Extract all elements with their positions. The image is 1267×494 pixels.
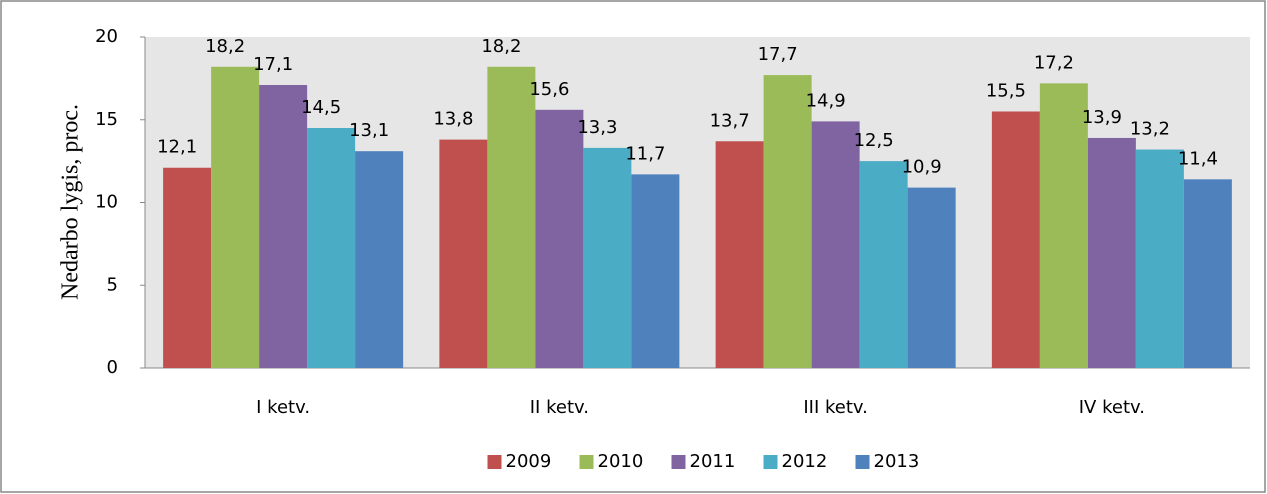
legend-label: 2009 xyxy=(506,451,552,472)
data-label: 17,2 xyxy=(1034,52,1074,73)
y-tick-label: 10 xyxy=(95,192,118,213)
data-label: 13,3 xyxy=(577,117,617,138)
bar xyxy=(1087,137,1136,368)
data-label: 11,7 xyxy=(625,143,665,164)
x-tick-label: II ketv. xyxy=(530,397,589,418)
y-tick-label: 15 xyxy=(95,109,118,130)
data-label: 12,5 xyxy=(854,130,894,151)
data-label: 14,5 xyxy=(301,97,341,118)
bar xyxy=(859,161,908,368)
bar xyxy=(1135,149,1184,368)
data-label: 13,1 xyxy=(349,120,389,141)
bar xyxy=(631,174,680,368)
bar xyxy=(163,167,212,368)
bar xyxy=(811,121,860,368)
x-tick-label: III ketv. xyxy=(803,397,868,418)
data-label: 13,9 xyxy=(1082,107,1122,128)
legend-swatch xyxy=(487,455,502,469)
data-label: 15,5 xyxy=(986,80,1026,101)
legend-label: 2012 xyxy=(782,451,828,472)
bar xyxy=(259,84,308,369)
y-tick-label: 20 xyxy=(95,26,118,47)
y-axis-label: Nedarbo lygis, proc. xyxy=(58,104,84,300)
data-label: 12,1 xyxy=(157,137,197,158)
data-label: 18,2 xyxy=(481,36,521,57)
data-label: 13,8 xyxy=(433,109,473,130)
bar xyxy=(907,187,956,368)
data-label: 18,2 xyxy=(205,36,245,57)
bar xyxy=(355,151,404,368)
bar xyxy=(763,75,812,368)
legend-swatch xyxy=(855,455,870,469)
legend-swatch xyxy=(763,455,778,469)
data-label: 15,6 xyxy=(529,79,569,100)
x-tick-label: IV ketv. xyxy=(1079,397,1145,418)
data-label: 17,1 xyxy=(253,54,293,75)
data-label: 10,9 xyxy=(902,157,942,178)
bar xyxy=(991,111,1040,368)
legend-label: 2013 xyxy=(874,451,920,472)
data-label: 17,7 xyxy=(758,44,798,65)
bar xyxy=(1039,83,1088,368)
data-label: 13,7 xyxy=(710,110,750,131)
data-label: 11,4 xyxy=(1178,148,1218,169)
legend-swatch xyxy=(579,455,594,469)
bar xyxy=(307,128,356,368)
bar xyxy=(211,66,260,368)
legend-label: 2011 xyxy=(690,451,736,472)
x-tick-label: I ketv. xyxy=(256,397,310,418)
legend-label: 2010 xyxy=(598,451,644,472)
bar xyxy=(715,141,764,368)
y-tick-label: 5 xyxy=(107,274,118,295)
bar xyxy=(535,109,584,368)
y-tick-label: 0 xyxy=(107,357,118,378)
data-label: 14,9 xyxy=(806,90,846,111)
legend-swatch xyxy=(671,455,686,469)
bar xyxy=(487,66,536,368)
bar xyxy=(583,147,632,368)
data-label: 13,2 xyxy=(1130,119,1170,140)
bar xyxy=(1183,179,1232,368)
bar xyxy=(439,139,488,368)
